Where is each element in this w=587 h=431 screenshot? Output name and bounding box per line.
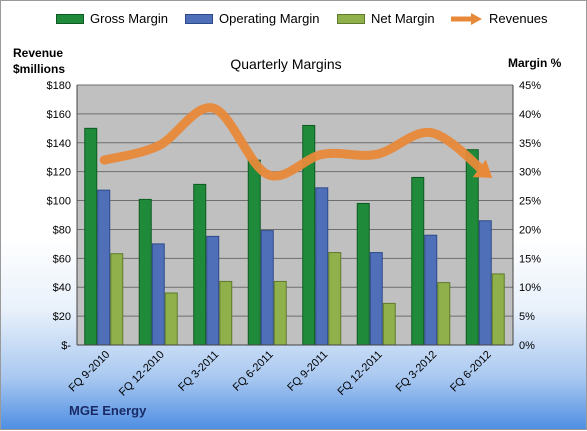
legend-arrow-icon [451,12,482,25]
net-margin-bar [382,302,396,346]
gross-margin-bar [411,176,425,346]
legend-label-gross: Gross Margin [90,11,169,26]
right-tick-label: 35% [519,138,541,150]
operating-margin-bar [260,230,274,346]
legend-swatch-net [337,13,365,24]
x-tick-label: FQ 9-2011 [285,349,330,394]
gross-margin-bar [193,183,207,346]
left-tick-label: $80 [53,224,71,236]
left-tick-label: $- [61,340,71,352]
operating-margin-bar [478,220,492,346]
legend-label-net: Net Margin [371,11,435,26]
right-tick-label: 20% [519,224,541,236]
net-margin-bar [273,280,287,346]
legend-swatch-operating [185,13,213,24]
operating-margin-bar [97,189,111,346]
revenues-line [99,103,491,181]
right-tick-label: 0% [519,340,535,352]
revenues-arrowhead [472,159,493,178]
operating-margin-bar [315,187,329,346]
right-tick-label: 30% [519,167,541,179]
net-margin-bar [110,253,124,346]
legend-swatch-gross [56,13,84,24]
left-axis-title-line1: Revenue [13,46,64,60]
legend-item-operating: Operating Margin [185,11,319,26]
right-tick-label: 10% [519,282,541,294]
left-axis-title: Revenue $millions [13,45,65,77]
gross-margin-bar [138,198,152,346]
gross-margin-bar [84,127,98,346]
left-tick-label: $120 [47,167,71,179]
operating-margin-bar [151,243,165,346]
right-tick-label: 45% [519,80,541,92]
left-axis-title-line2: $millions [13,62,66,76]
legend-item-revenues: Revenues [449,11,548,26]
right-tick-label: 5% [519,311,535,323]
left-tick-label: $180 [47,80,71,92]
net-margin-bar [437,282,451,346]
legend-item-net: Net Margin [337,11,435,26]
x-tick-label: FQ 12-2010 [117,349,167,399]
legend: Gross Margin Operating Margin Net Margin… [1,11,587,31]
gross-margin-bar [356,202,370,346]
legend-label-revenues: Revenues [489,11,548,26]
gross-margin-bar [247,159,261,346]
x-tick-label: FQ 6-2011 [231,349,276,394]
left-tick-label: $100 [47,196,71,208]
right-tick-label: 15% [519,253,541,265]
operating-margin-bar [206,235,220,346]
x-tick-label: FQ 9-2010 [67,349,113,395]
operating-margin-bar [424,234,438,346]
net-margin-bar [164,292,178,346]
left-tick-label: $40 [53,282,71,294]
right-axis-title: Margin % [508,56,562,70]
x-tick-label: FQ 3-2012 [394,349,440,395]
gross-margin-bar [465,149,479,346]
legend-label-operating: Operating Margin [219,11,320,26]
net-margin-bar [219,280,233,346]
x-tick-label: FQ 6-2012 [448,349,494,395]
x-tick-label: FQ 3-2011 [176,349,221,394]
x-tick-label: FQ 12-2011 [335,349,384,398]
left-tick-label: $140 [47,138,71,150]
net-margin-bar [328,252,342,346]
legend-item-gross: Gross Margin [56,11,168,26]
net-margin-bar [491,273,505,346]
left-tick-label: $20 [53,311,71,323]
chart-title: Quarterly Margins [230,56,342,72]
right-tick-label: 25% [519,196,541,208]
left-tick-label: $60 [53,253,71,265]
company-name: MGE Energy [69,403,147,418]
right-tick-label: 40% [519,109,541,121]
operating-margin-bar [369,252,383,346]
left-tick-label: $160 [47,109,71,121]
